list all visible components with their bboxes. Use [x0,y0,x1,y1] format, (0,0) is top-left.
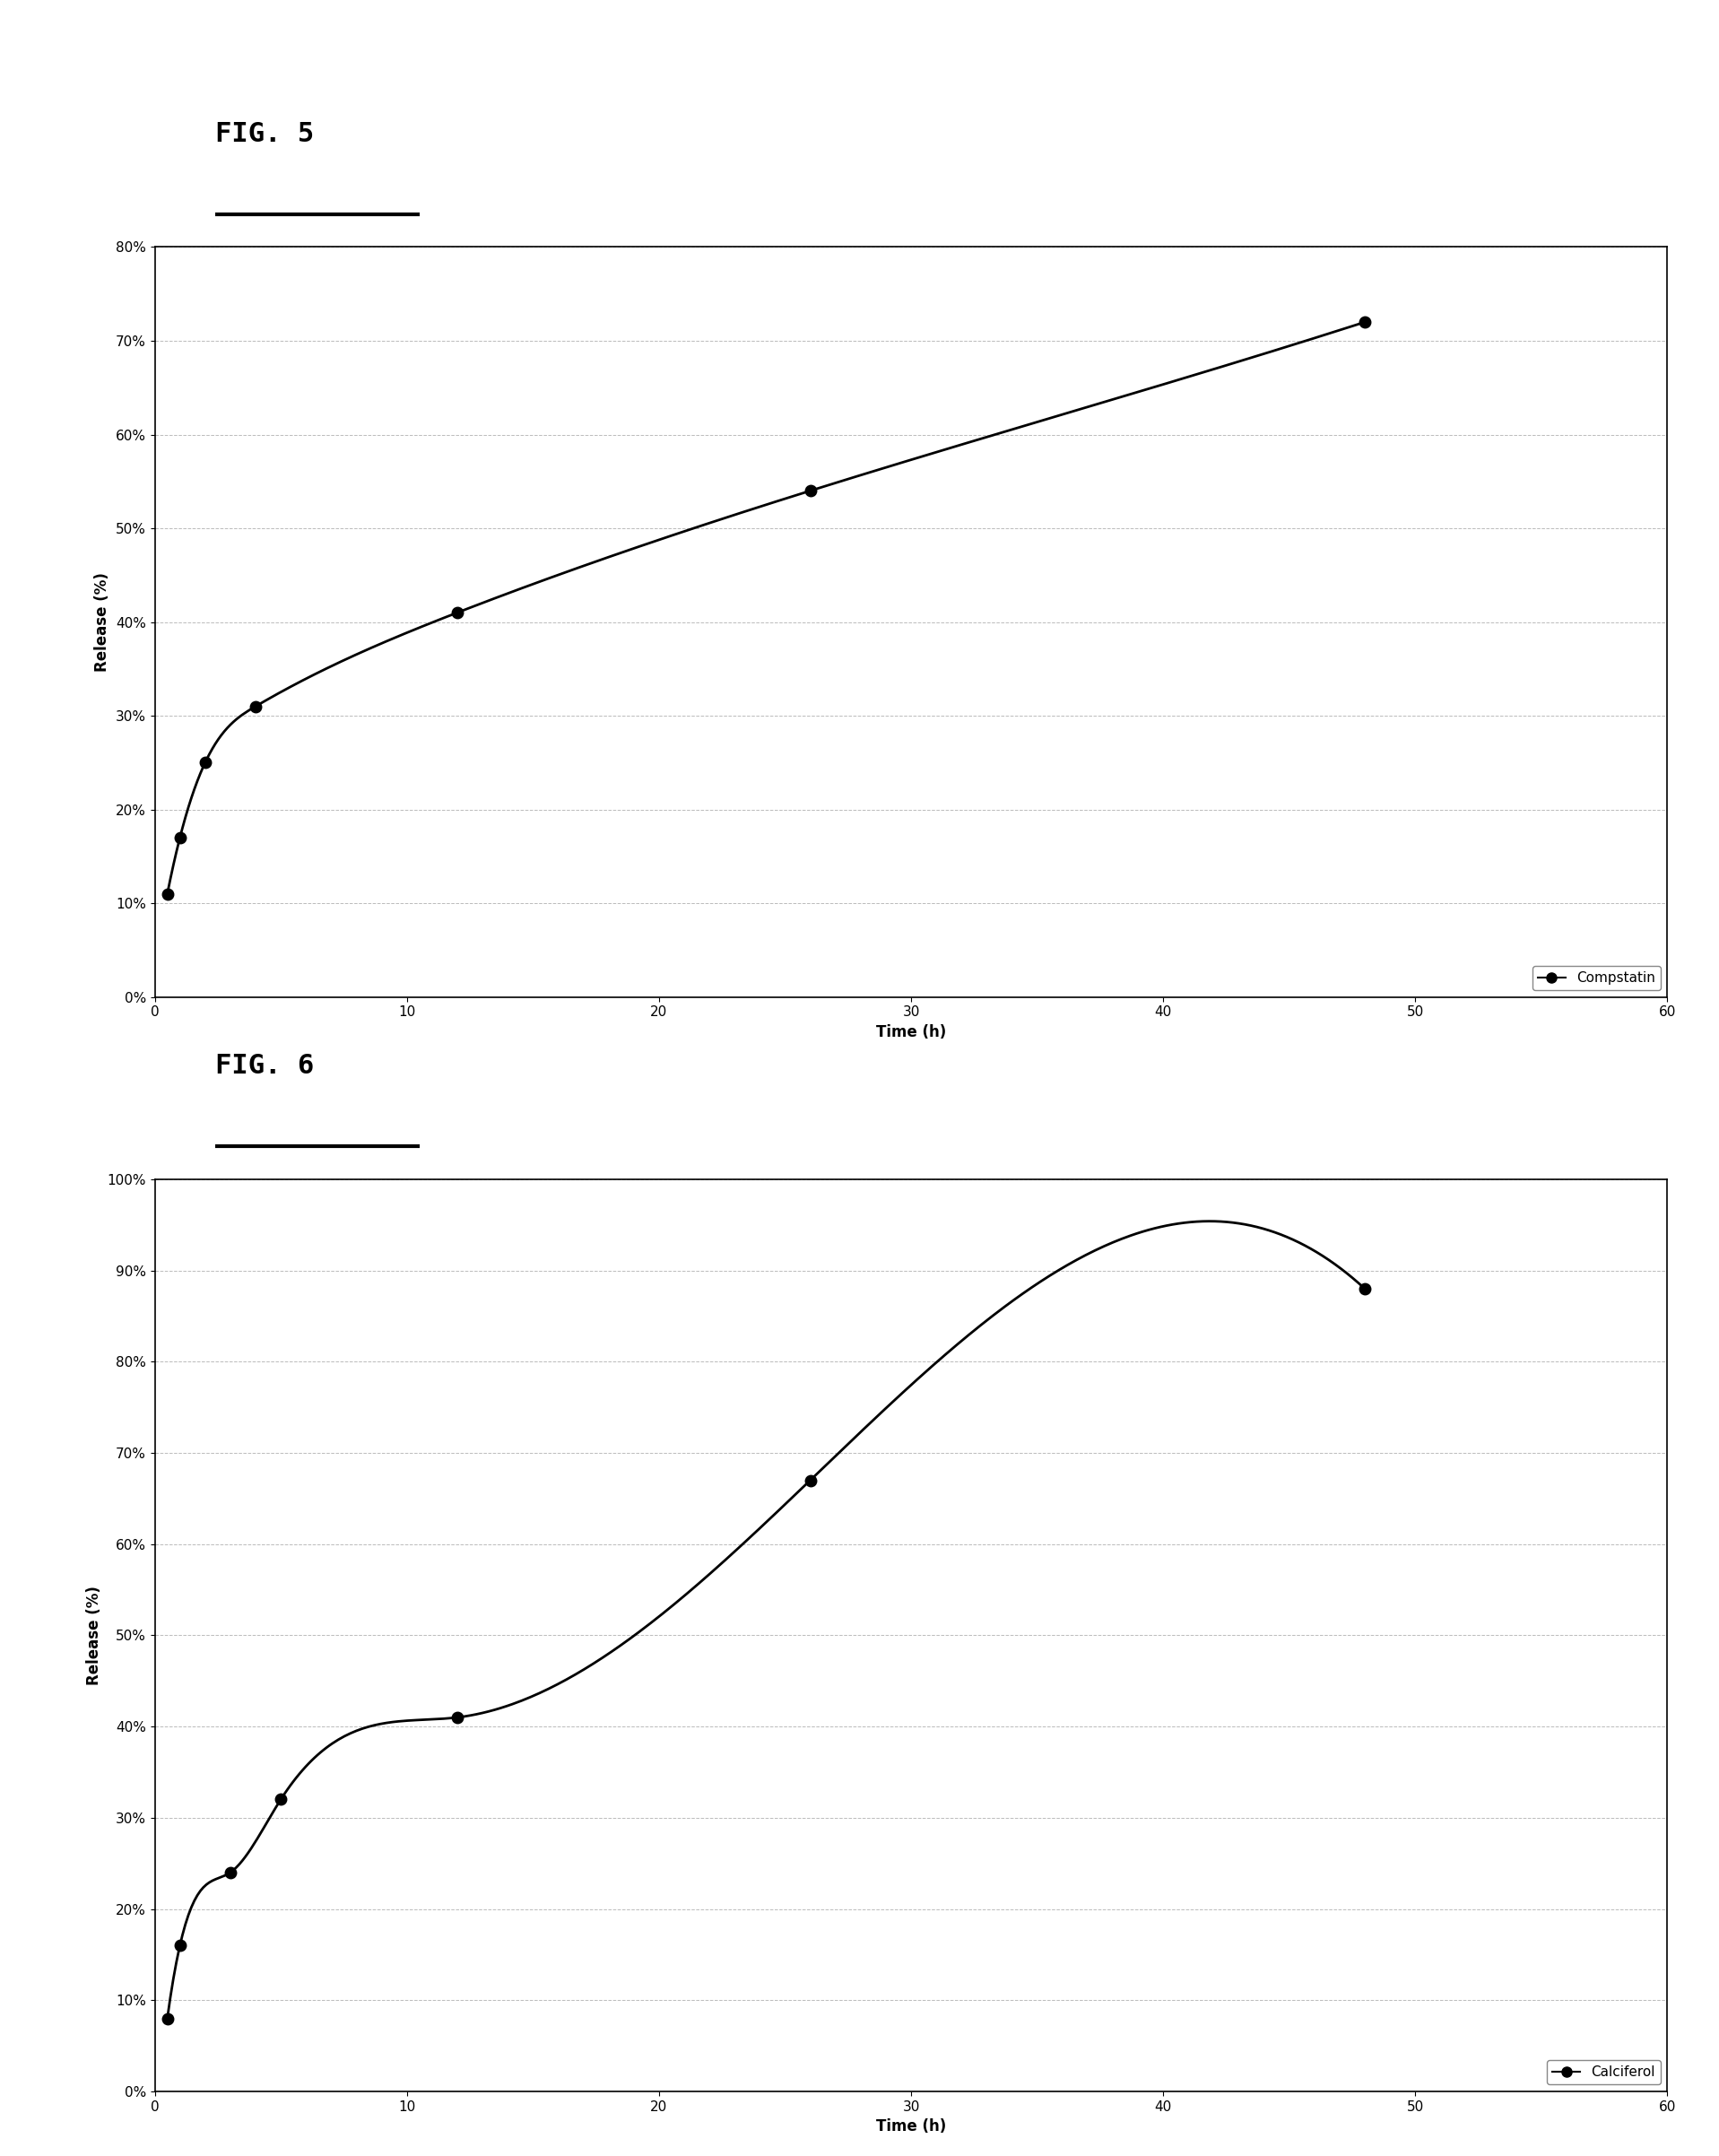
Y-axis label: Release (%): Release (%) [95,571,110,673]
Legend: Calciferol: Calciferol [1547,2059,1661,2085]
Y-axis label: Release (%): Release (%) [86,1585,101,1686]
Text: FIG. 5: FIG. 5 [215,121,315,147]
Text: FIG. 6: FIG. 6 [215,1054,315,1080]
X-axis label: Time (h): Time (h) [877,2119,945,2134]
X-axis label: Time (h): Time (h) [877,1024,945,1039]
Legend: Compstatin: Compstatin [1532,966,1661,990]
